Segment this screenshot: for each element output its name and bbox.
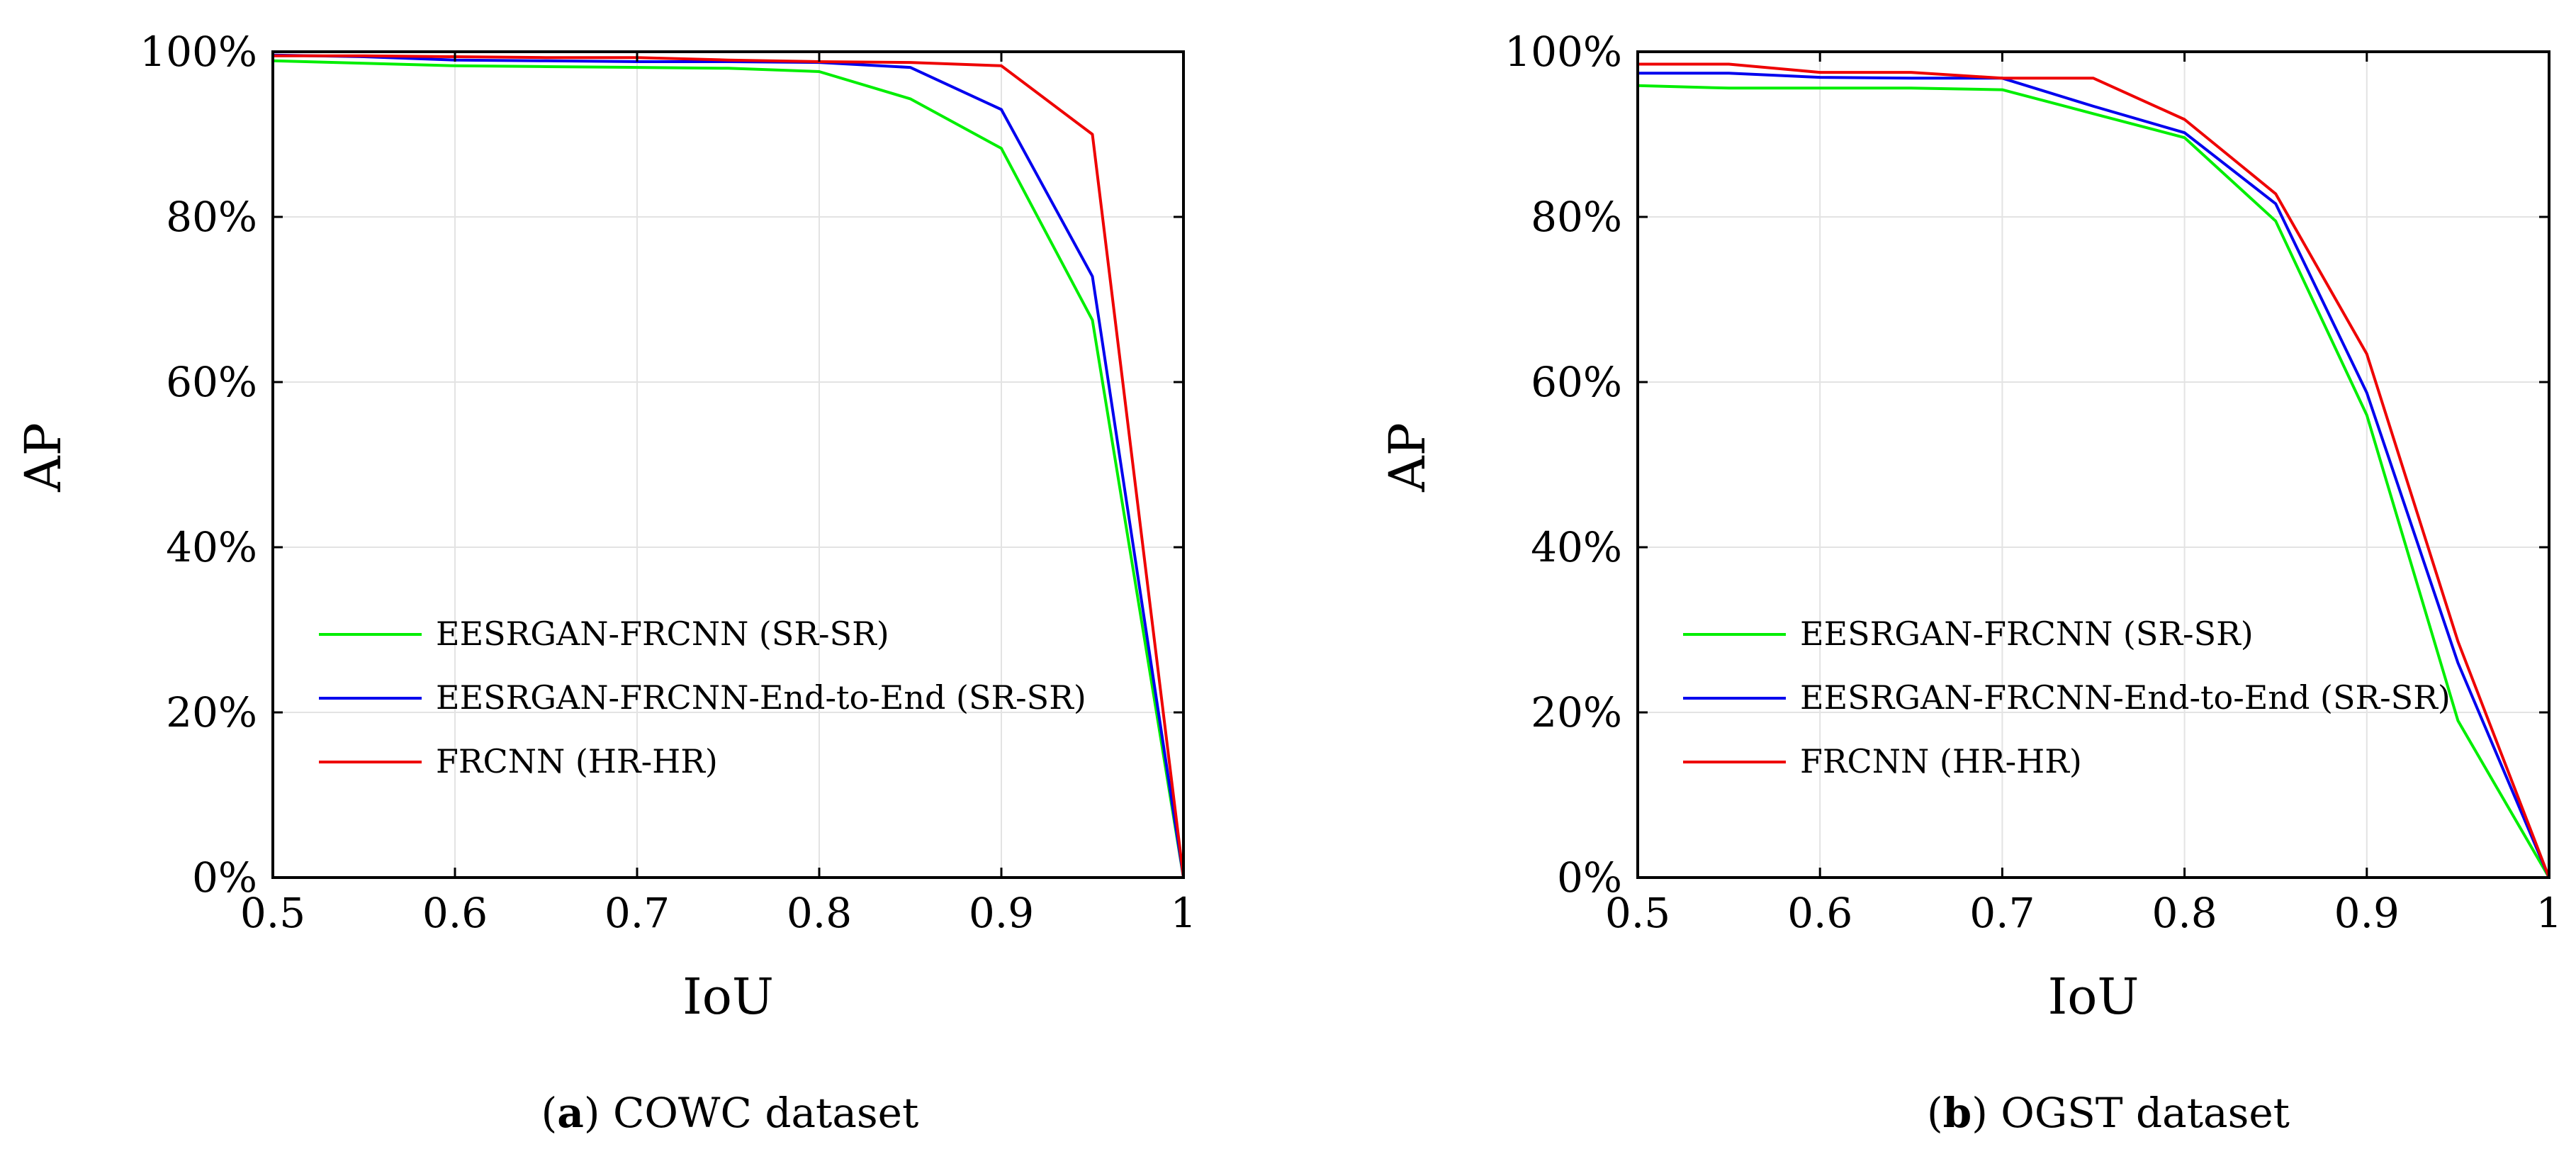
y-axis-label: AP: [14, 422, 72, 493]
legend-label-3: FRCNN (HR-HR): [436, 742, 718, 780]
series-line-2: [272, 53, 1185, 878]
legend-label-2: EESRGAN-FRCNN-End-to-End (SR-SR): [1800, 678, 2451, 717]
x-tick-label: 0.7: [1969, 889, 2035, 937]
plot-frame: [1636, 50, 2550, 879]
x-tick-label: 1: [1171, 889, 1197, 937]
y-tick-label: 0%: [1557, 853, 1622, 902]
y-tick-label: 0%: [192, 853, 257, 902]
y-tick-label: 80%: [1531, 193, 1622, 241]
x-tick-label: 0.8: [787, 889, 852, 937]
y-tick-label: 40%: [1531, 523, 1622, 571]
y-tick-label: 80%: [166, 193, 257, 241]
y-axis-label: AP: [1378, 422, 1436, 493]
series-line-2: [1638, 72, 2550, 878]
y-tick-label: 40%: [166, 523, 257, 571]
panel-caption: (a) COWC dataset: [541, 1089, 919, 1137]
caption-label: a: [557, 1089, 584, 1137]
y-tick-label: 60%: [1531, 358, 1622, 406]
caption-close-paren: ): [584, 1089, 613, 1137]
x-tick-label: 0.8: [2152, 889, 2217, 937]
plot-frame: [271, 50, 1185, 879]
caption-text: OGST dataset: [2001, 1089, 2290, 1137]
caption-open-paren: (: [1927, 1089, 1943, 1137]
x-tick-label: 0.5: [240, 889, 305, 937]
y-tick-label: 20%: [166, 688, 257, 736]
y-tick-label: 60%: [166, 358, 257, 406]
caption-text: COWC dataset: [613, 1089, 918, 1137]
legend-label-1: EESRGAN-FRCNN (SR-SR): [1800, 615, 2254, 653]
chart-panel-a: 0.5 0.6 0.7 0.8 0.9 1 0% 20% 40% 60% 80% 100% IoU AP E…: [14, 28, 1196, 1137]
legend-label-1: EESRGAN-FRCNN (SR-SR): [436, 615, 889, 653]
series-line-1: [1637, 84, 2550, 879]
legend: EESRGAN-FRCNN (SR-SR) EESRGAN-FRCNN-End-t…: [319, 615, 1086, 780]
x-tick-label: 0.9: [2334, 889, 2400, 937]
x-axis-label: IoU: [2048, 968, 2139, 1026]
caption-label: b: [1943, 1089, 1972, 1137]
legend-label-3: FRCNN (HR-HR): [1800, 742, 2082, 780]
x-tick-label: 1: [2536, 889, 2563, 937]
legend: EESRGAN-FRCNN (SR-SR) EESRGAN-FRCNN-End-t…: [1683, 615, 2451, 780]
legend-label-2: EESRGAN-FRCNN-End-to-End (SR-SR): [436, 678, 1086, 717]
y-tick-label: 20%: [1531, 688, 1622, 736]
panel-caption: (b) OGST dataset: [1927, 1089, 2290, 1137]
series-line-3: [1638, 62, 2550, 878]
caption-close-paren: ): [1972, 1089, 2001, 1137]
x-axis-label: IoU: [682, 968, 774, 1026]
series-line-1: [272, 59, 1185, 878]
x-tick-label: 0.9: [969, 889, 1034, 937]
x-tick-label: 0.6: [1787, 889, 1852, 937]
x-tick-label: 0.5: [1605, 889, 1670, 937]
chart-panel-b: 0.5 0.6 0.7 0.8 0.9 1 0% 20% 40% 60% 80% 100% IoU AP E…: [1378, 28, 2562, 1137]
x-tick-label: 0.6: [422, 889, 488, 937]
caption-open-paren: (: [541, 1089, 558, 1137]
y-tick-label: 100%: [140, 28, 257, 76]
y-tick-label: 100%: [1504, 28, 1622, 76]
x-tick-label: 0.7: [604, 889, 670, 937]
series-line-3: [273, 54, 1185, 878]
